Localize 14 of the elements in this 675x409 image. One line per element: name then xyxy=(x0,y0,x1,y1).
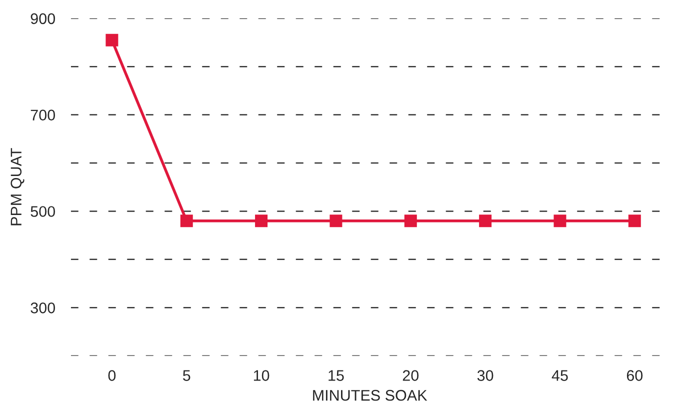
x-axis-title: MINUTES SOAK xyxy=(313,390,428,401)
y-tick-label: 900 xyxy=(30,13,55,24)
x-tick-label: 60 xyxy=(626,370,643,381)
y-axis-title: PPM QUAT xyxy=(10,148,24,226)
y-tick-label: 500 xyxy=(30,206,55,217)
x-tick-label: 0 xyxy=(108,370,116,381)
x-tick-label: 30 xyxy=(477,370,494,381)
x-tick-label: 15 xyxy=(328,370,344,381)
y-tick-label: 300 xyxy=(30,302,55,314)
x-tick-label: 5 xyxy=(182,370,190,381)
x-tick-label: 20 xyxy=(402,370,419,381)
y-tick-label: 700 xyxy=(30,110,55,120)
x-tick-label: 10 xyxy=(254,370,270,381)
x-tick-label: 45 xyxy=(552,370,568,381)
